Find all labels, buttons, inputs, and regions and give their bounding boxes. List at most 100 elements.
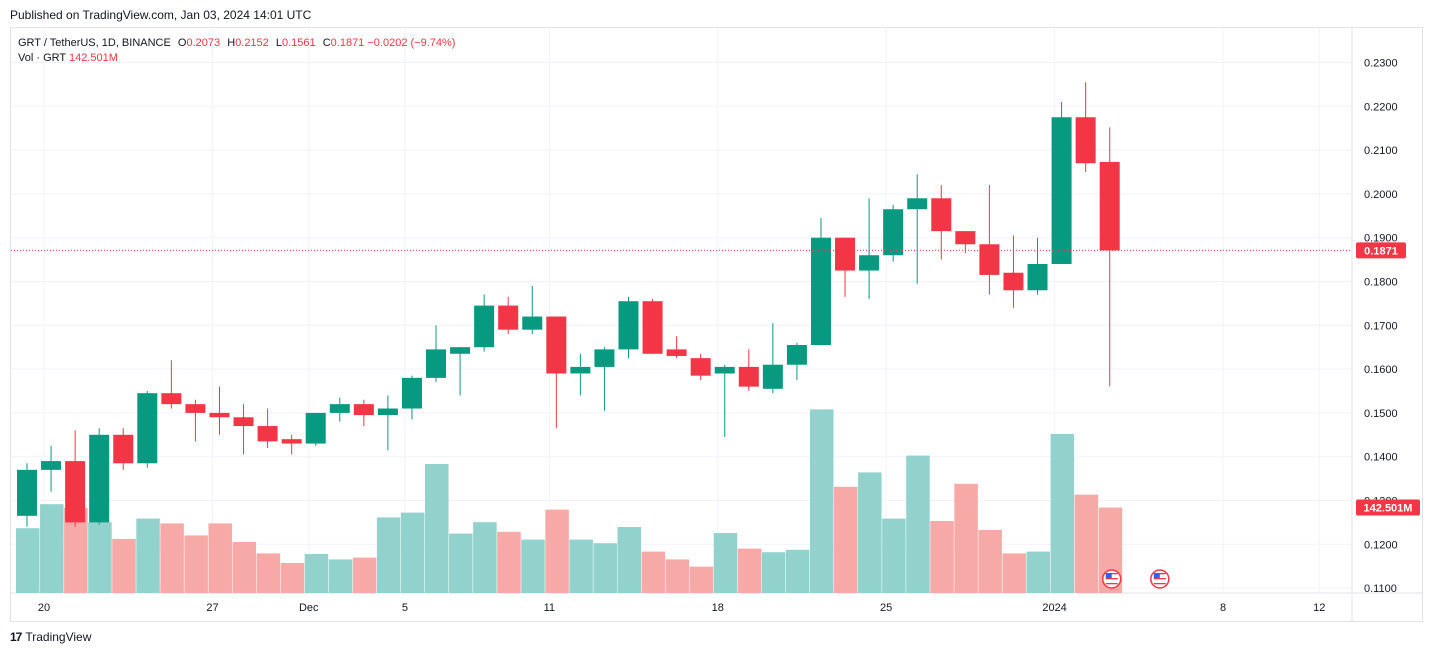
tradingview-logo-icon: 17 <box>10 630 22 644</box>
candle-body <box>401 377 422 409</box>
candle-body <box>546 316 567 374</box>
candle-body <box>1099 161 1120 251</box>
candle-body <box>883 209 904 256</box>
time-tick-label: 2024 <box>1042 602 1066 614</box>
volume-bar <box>376 517 401 593</box>
low-value: 0.1561 <box>281 37 316 49</box>
last-price-label: 0.1871 <box>1364 245 1398 257</box>
candle-body <box>955 231 976 245</box>
change-value: −0.0202 (−9.74%) <box>367 37 456 49</box>
price-tick-label: 0.1100 <box>1364 583 1397 595</box>
price-tick-label: 0.1500 <box>1364 408 1398 420</box>
volume-value: 142.501M <box>68 52 118 64</box>
volume-bar <box>713 533 738 593</box>
volume-bar <box>689 566 714 593</box>
volume-bar <box>208 523 232 593</box>
volume-bar <box>16 528 40 593</box>
time-tick-label: 12 <box>1313 602 1325 614</box>
candle-body <box>570 366 591 374</box>
volume-bar <box>400 512 425 593</box>
candle-body <box>786 345 807 365</box>
candle-body <box>618 301 639 350</box>
price-tick-label: 0.2200 <box>1364 101 1398 113</box>
candle-body <box>931 198 952 232</box>
price-tick-label: 0.2300 <box>1364 58 1398 70</box>
volume-bar <box>882 518 906 593</box>
price-tick-label: 0.1400 <box>1364 452 1398 464</box>
low-label: L <box>275 37 282 49</box>
volume-label[interactable]: Vol · GRT <box>18 52 66 64</box>
volume-bar <box>785 549 810 593</box>
flag-stripe <box>1105 580 1118 582</box>
candle-body <box>1027 263 1048 291</box>
brand-name: TradingView <box>25 630 92 644</box>
published-note: Published on TradingView.com, Jan 03, 20… <box>10 8 312 22</box>
volume-bar <box>978 530 1002 593</box>
flag-canton <box>1153 573 1160 578</box>
candle-body <box>498 305 519 330</box>
volume-bar <box>1050 434 1075 593</box>
volume-bar <box>160 523 184 593</box>
volume-bar <box>1026 551 1051 593</box>
candle-body <box>137 393 158 464</box>
candle-body <box>810 237 831 346</box>
price-tick-label: 0.1800 <box>1364 277 1398 289</box>
volume-bar <box>954 483 978 593</box>
time-tick-label: 27 <box>206 602 218 614</box>
overlays: 0.1871 142.501M <box>11 242 1420 589</box>
candle-body <box>450 347 471 354</box>
candle-body <box>1051 117 1072 264</box>
volume-bar <box>545 509 569 593</box>
candles <box>17 82 1120 527</box>
open-value: 0.2073 <box>186 37 221 49</box>
flag-stripe <box>1153 580 1166 582</box>
volume-bar <box>497 531 521 593</box>
high-value: 0.2152 <box>235 37 269 49</box>
volume-bar <box>593 543 617 593</box>
volume-bar <box>641 551 666 593</box>
price-tick-label: 0.1900 <box>1364 233 1398 245</box>
flag-stripe <box>1105 583 1118 585</box>
candle-body <box>835 237 856 271</box>
candle-body <box>642 301 663 354</box>
volume-bar <box>280 563 305 593</box>
volume-bar <box>425 464 449 593</box>
candle-body <box>161 393 182 405</box>
legend-volume-row: Vol · GRT 142.501M <box>18 51 455 66</box>
candle-body <box>474 305 495 348</box>
volume-bar <box>232 542 257 593</box>
volume-bar <box>834 486 858 593</box>
volume-bar <box>256 553 281 593</box>
last-price-badge <box>1356 242 1406 259</box>
candle-body <box>185 404 206 413</box>
time-axis: 20 27 Dec 5 11 18 25 2024 8 12 <box>38 602 1325 614</box>
last-volume-badge <box>1356 499 1420 516</box>
us-flag-icon[interactable] <box>1150 569 1170 589</box>
volume-bar <box>521 539 545 593</box>
volume-bar <box>1002 553 1026 593</box>
volume-bar <box>304 554 329 593</box>
flag-stripe <box>1153 583 1166 585</box>
high-label: H <box>227 37 236 49</box>
footer-brand: 17 TradingView <box>10 630 91 644</box>
us-flag-icon[interactable] <box>1101 569 1122 589</box>
close-value: 0.1871 <box>330 37 365 49</box>
candle-body <box>690 358 711 376</box>
candle-body <box>233 417 254 427</box>
volume-bar <box>617 527 641 593</box>
candle-body <box>594 349 615 367</box>
volume-bars <box>16 409 1123 593</box>
volume-bar <box>112 539 136 593</box>
candle-body <box>1003 272 1024 291</box>
volume-bar <box>136 518 160 593</box>
volume-bar <box>665 559 690 593</box>
candle-body <box>41 461 62 470</box>
volume-bar <box>858 472 882 593</box>
symbol-label[interactable]: GRT / TetherUS, 1D, BINANCE <box>18 37 171 49</box>
candle-body <box>738 366 759 387</box>
open-label: O <box>177 37 187 49</box>
price-tick-label: 0.2000 <box>1364 189 1398 201</box>
volume-bar <box>930 521 954 593</box>
price-tick-label: 0.1200 <box>1364 539 1398 551</box>
